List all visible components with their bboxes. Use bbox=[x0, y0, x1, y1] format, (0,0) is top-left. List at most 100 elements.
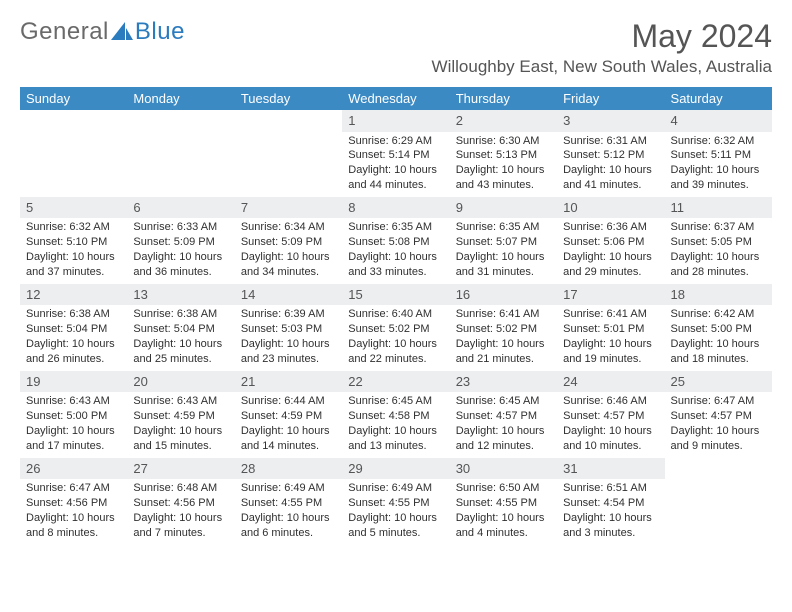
day-details: Sunrise: 6:44 AMSunset: 4:59 PMDaylight:… bbox=[235, 392, 342, 457]
sunset-text: Sunset: 4:59 PM bbox=[241, 409, 336, 424]
calendar-day-cell: 1Sunrise: 6:29 AMSunset: 5:14 PMDaylight… bbox=[342, 110, 449, 197]
daylight-text-2: and 31 minutes. bbox=[456, 265, 551, 280]
daylight-text-2: and 13 minutes. bbox=[348, 439, 443, 454]
day-details: Sunrise: 6:45 AMSunset: 4:57 PMDaylight:… bbox=[450, 392, 557, 457]
sunset-text: Sunset: 5:00 PM bbox=[671, 322, 766, 337]
day-details: Sunrise: 6:29 AMSunset: 5:14 PMDaylight:… bbox=[342, 132, 449, 197]
calendar-day-cell: .. bbox=[665, 458, 772, 545]
daylight-text-1: Daylight: 10 hours bbox=[563, 511, 658, 526]
day-details: Sunrise: 6:37 AMSunset: 5:05 PMDaylight:… bbox=[665, 218, 772, 283]
logo-text-1: General bbox=[20, 18, 109, 46]
calendar-day-cell: 20Sunrise: 6:43 AMSunset: 4:59 PMDayligh… bbox=[127, 371, 234, 458]
day-number: 22 bbox=[342, 371, 449, 393]
calendar-day-cell: .. bbox=[235, 110, 342, 197]
daylight-text-2: and 33 minutes. bbox=[348, 265, 443, 280]
calendar-day-cell: .. bbox=[127, 110, 234, 197]
daylight-text-2: and 21 minutes. bbox=[456, 352, 551, 367]
calendar-day-cell: 12Sunrise: 6:38 AMSunset: 5:04 PMDayligh… bbox=[20, 284, 127, 371]
daylight-text-2: and 44 minutes. bbox=[348, 178, 443, 193]
day-number: 31 bbox=[557, 458, 664, 480]
day-details: Sunrise: 6:48 AMSunset: 4:56 PMDaylight:… bbox=[127, 479, 234, 544]
daylight-text-2: and 10 minutes. bbox=[563, 439, 658, 454]
sunset-text: Sunset: 4:55 PM bbox=[348, 496, 443, 511]
calendar-day-cell: 14Sunrise: 6:39 AMSunset: 5:03 PMDayligh… bbox=[235, 284, 342, 371]
calendar-day-cell: 8Sunrise: 6:35 AMSunset: 5:08 PMDaylight… bbox=[342, 197, 449, 284]
daylight-text-2: and 34 minutes. bbox=[241, 265, 336, 280]
sunrise-text: Sunrise: 6:38 AM bbox=[133, 307, 228, 322]
sunset-text: Sunset: 5:02 PM bbox=[456, 322, 551, 337]
day-number: 18 bbox=[665, 284, 772, 306]
daylight-text-2: and 8 minutes. bbox=[26, 526, 121, 541]
weekday-header: Thursday bbox=[450, 87, 557, 110]
calendar-day-cell: 18Sunrise: 6:42 AMSunset: 5:00 PMDayligh… bbox=[665, 284, 772, 371]
day-details: Sunrise: 6:47 AMSunset: 4:57 PMDaylight:… bbox=[665, 392, 772, 457]
day-details: Sunrise: 6:34 AMSunset: 5:09 PMDaylight:… bbox=[235, 218, 342, 283]
calendar-body: ......1Sunrise: 6:29 AMSunset: 5:14 PMDa… bbox=[20, 110, 772, 545]
sunset-text: Sunset: 5:13 PM bbox=[456, 148, 551, 163]
daylight-text-1: Daylight: 10 hours bbox=[241, 250, 336, 265]
daylight-text-1: Daylight: 10 hours bbox=[563, 163, 658, 178]
daylight-text-1: Daylight: 10 hours bbox=[241, 337, 336, 352]
day-number: 7 bbox=[235, 197, 342, 219]
sunrise-text: Sunrise: 6:34 AM bbox=[241, 220, 336, 235]
day-number: 13 bbox=[127, 284, 234, 306]
sunset-text: Sunset: 5:06 PM bbox=[563, 235, 658, 250]
sunset-text: Sunset: 4:57 PM bbox=[563, 409, 658, 424]
calendar-day-cell: 23Sunrise: 6:45 AMSunset: 4:57 PMDayligh… bbox=[450, 371, 557, 458]
daylight-text-1: Daylight: 10 hours bbox=[456, 511, 551, 526]
daylight-text-1: Daylight: 10 hours bbox=[348, 163, 443, 178]
daylight-text-2: and 4 minutes. bbox=[456, 526, 551, 541]
sunset-text: Sunset: 4:57 PM bbox=[456, 409, 551, 424]
calendar-day-cell: 13Sunrise: 6:38 AMSunset: 5:04 PMDayligh… bbox=[127, 284, 234, 371]
sunset-text: Sunset: 5:09 PM bbox=[241, 235, 336, 250]
day-details: Sunrise: 6:49 AMSunset: 4:55 PMDaylight:… bbox=[342, 479, 449, 544]
sunrise-text: Sunrise: 6:49 AM bbox=[348, 481, 443, 496]
sunrise-text: Sunrise: 6:47 AM bbox=[26, 481, 121, 496]
daylight-text-2: and 6 minutes. bbox=[241, 526, 336, 541]
sunset-text: Sunset: 5:01 PM bbox=[563, 322, 658, 337]
title-block: May 2024 Willoughby East, New South Wale… bbox=[432, 18, 772, 83]
day-details: Sunrise: 6:47 AMSunset: 4:56 PMDaylight:… bbox=[20, 479, 127, 544]
daylight-text-2: and 37 minutes. bbox=[26, 265, 121, 280]
daylight-text-2: and 22 minutes. bbox=[348, 352, 443, 367]
day-details: Sunrise: 6:35 AMSunset: 5:08 PMDaylight:… bbox=[342, 218, 449, 283]
day-number: 19 bbox=[20, 371, 127, 393]
calendar-week-row: 5Sunrise: 6:32 AMSunset: 5:10 PMDaylight… bbox=[20, 197, 772, 284]
calendar-day-cell: 3Sunrise: 6:31 AMSunset: 5:12 PMDaylight… bbox=[557, 110, 664, 197]
calendar-day-cell: 31Sunrise: 6:51 AMSunset: 4:54 PMDayligh… bbox=[557, 458, 664, 545]
sunrise-text: Sunrise: 6:47 AM bbox=[671, 394, 766, 409]
calendar-day-cell: 25Sunrise: 6:47 AMSunset: 4:57 PMDayligh… bbox=[665, 371, 772, 458]
calendar-page: General Blue May 2024 Willoughby East, N… bbox=[0, 0, 792, 555]
weekday-header: Monday bbox=[127, 87, 234, 110]
day-number: 11 bbox=[665, 197, 772, 219]
calendar-day-cell: 10Sunrise: 6:36 AMSunset: 5:06 PMDayligh… bbox=[557, 197, 664, 284]
daylight-text-1: Daylight: 10 hours bbox=[133, 250, 228, 265]
sunrise-text: Sunrise: 6:44 AM bbox=[241, 394, 336, 409]
day-number: 27 bbox=[127, 458, 234, 480]
daylight-text-1: Daylight: 10 hours bbox=[133, 424, 228, 439]
daylight-text-1: Daylight: 10 hours bbox=[241, 424, 336, 439]
day-number: 10 bbox=[557, 197, 664, 219]
day-number: 25 bbox=[665, 371, 772, 393]
calendar-day-cell: 6Sunrise: 6:33 AMSunset: 5:09 PMDaylight… bbox=[127, 197, 234, 284]
weekday-header: Sunday bbox=[20, 87, 127, 110]
day-number: 8 bbox=[342, 197, 449, 219]
sunrise-text: Sunrise: 6:45 AM bbox=[456, 394, 551, 409]
sunset-text: Sunset: 5:14 PM bbox=[348, 148, 443, 163]
weekday-header: Saturday bbox=[665, 87, 772, 110]
logo-text-2: Blue bbox=[135, 18, 185, 46]
day-details: Sunrise: 6:38 AMSunset: 5:04 PMDaylight:… bbox=[127, 305, 234, 370]
calendar-day-cell: 9Sunrise: 6:35 AMSunset: 5:07 PMDaylight… bbox=[450, 197, 557, 284]
calendar-table: SundayMondayTuesdayWednesdayThursdayFrid… bbox=[20, 87, 772, 545]
daylight-text-1: Daylight: 10 hours bbox=[456, 163, 551, 178]
day-number: 5 bbox=[20, 197, 127, 219]
day-number: 6 bbox=[127, 197, 234, 219]
day-number: 4 bbox=[665, 110, 772, 132]
daylight-text-2: and 15 minutes. bbox=[133, 439, 228, 454]
daylight-text-1: Daylight: 10 hours bbox=[563, 424, 658, 439]
day-details: Sunrise: 6:43 AMSunset: 4:59 PMDaylight:… bbox=[127, 392, 234, 457]
daylight-text-2: and 7 minutes. bbox=[133, 526, 228, 541]
day-details: Sunrise: 6:31 AMSunset: 5:12 PMDaylight:… bbox=[557, 132, 664, 197]
sunrise-text: Sunrise: 6:33 AM bbox=[133, 220, 228, 235]
daylight-text-1: Daylight: 10 hours bbox=[671, 337, 766, 352]
